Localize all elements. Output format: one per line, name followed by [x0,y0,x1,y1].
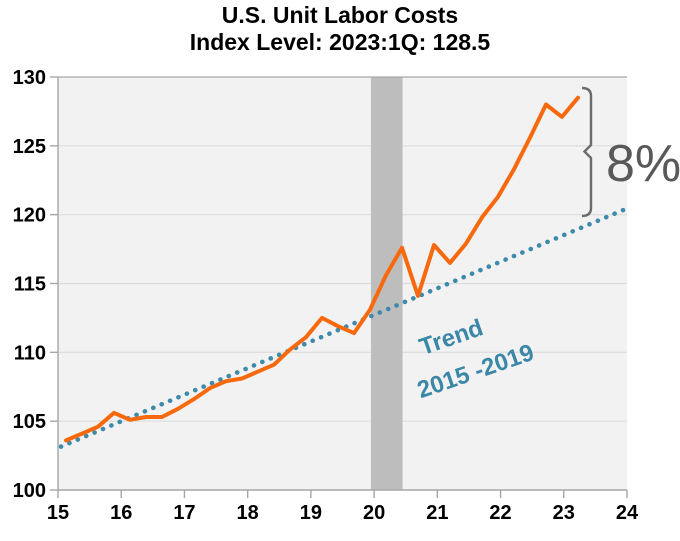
y-tick-label: 100 [13,480,46,502]
x-tick-label: 16 [110,502,132,524]
x-tick-label: 19 [300,502,322,524]
y-tick-label: 115 [14,274,46,296]
x-tick-label: 22 [489,502,511,524]
unit-labor-costs-line [64,95,580,443]
y-tick-label: 105 [13,411,46,433]
chart-title: U.S. Unit Labor Costs Index Level: 2023:… [0,2,680,56]
x-tick-label: 17 [173,502,195,524]
y-tick-label: 120 [13,205,46,227]
y-tick-label: 130 [13,67,46,89]
x-tick-label: 15 [47,502,69,524]
x-tick-label: 18 [237,502,259,524]
gap-bracket [581,86,593,218]
x-tick-label: 23 [553,502,575,524]
chart-title-line2: Index Level: 2023:1Q: 128.5 [189,29,491,56]
trend-line [58,206,630,449]
gap-percent-label: 8% [606,135,680,193]
x-tick-label: 21 [426,502,448,524]
x-tick-label: 24 [616,502,639,524]
y-tick-label: 110 [14,342,46,364]
chart-title-line1: U.S. Unit Labor Costs [221,2,459,28]
recession-band [370,77,403,490]
y-tick-label: 125 [13,136,46,158]
x-tick-label: 20 [363,502,385,524]
